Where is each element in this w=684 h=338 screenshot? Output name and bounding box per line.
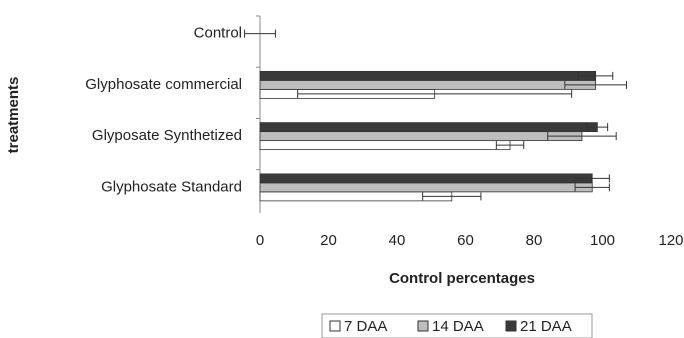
bar [259, 131, 583, 142]
legend-label: 21 DAA [520, 318, 572, 335]
error-bar [297, 89, 573, 98]
legend-swatch [505, 320, 517, 332]
y-tick-label: Glyphosate Standard [101, 178, 242, 195]
x-tick-label: 20 [320, 232, 337, 249]
y-axis-label: treatments [5, 77, 22, 154]
error-bar [586, 123, 609, 132]
error-bar [574, 174, 610, 183]
bar [259, 173, 593, 184]
x-tick-label: 80 [526, 232, 543, 249]
error-bar [244, 29, 276, 38]
error-bar [564, 80, 627, 89]
bar [259, 140, 511, 151]
legend-label: 14 DAA [432, 318, 484, 335]
error-bar [547, 132, 617, 141]
x-tick-label: 100 [590, 232, 615, 249]
error-bar [495, 141, 525, 150]
bar [259, 70, 597, 81]
error-bar [578, 71, 614, 80]
legend-swatch [329, 320, 341, 332]
x-tick-label: 120 [658, 232, 683, 249]
bar [259, 79, 597, 90]
legend-box [321, 313, 593, 338]
x-tick-label: 40 [389, 232, 406, 249]
bar [259, 182, 593, 193]
error-bar [422, 192, 482, 201]
y-tick-label: Control [194, 25, 242, 42]
y-tick-label: Glyposate Synthetized [92, 127, 242, 144]
x-tick-label: 0 [256, 232, 264, 249]
bar [259, 122, 598, 133]
legend-label: 7 DAA [344, 318, 387, 335]
y-tick-label: Glyphosate commercial [85, 76, 242, 93]
legend-swatch [417, 320, 429, 332]
x-axis-label: Control percentages [389, 270, 535, 287]
x-tick-label: 60 [457, 232, 474, 249]
error-bar [574, 183, 610, 192]
